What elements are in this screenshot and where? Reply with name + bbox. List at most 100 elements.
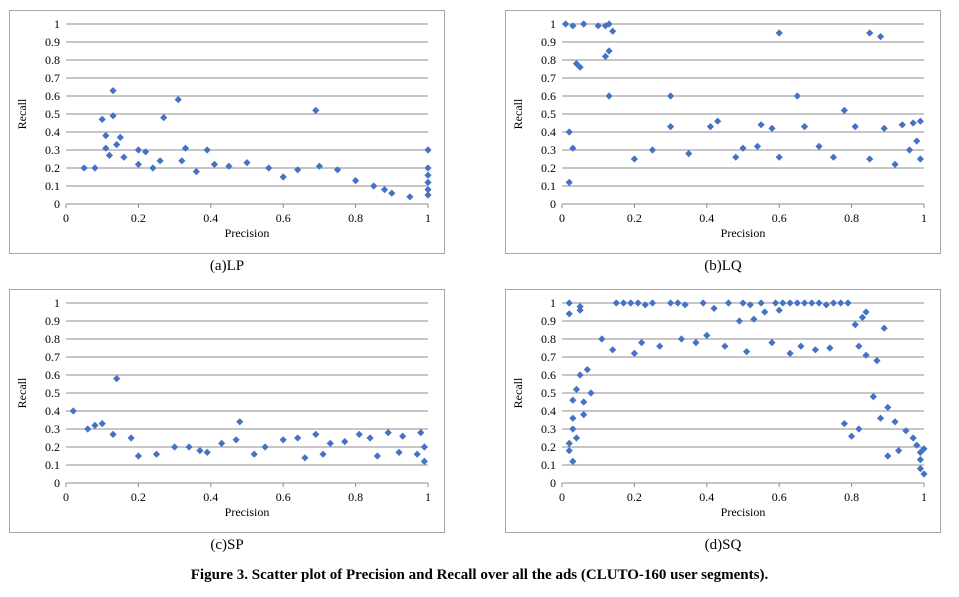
sp-y-tick-label: 0.5	[45, 386, 60, 400]
lp-data-point	[116, 133, 124, 141]
lp-data-point	[352, 177, 360, 185]
lp-x-tick-label: 0	[63, 211, 69, 225]
lq-data-point	[891, 160, 899, 168]
lp-data-point	[424, 146, 432, 154]
lp-data-point	[192, 168, 200, 176]
sp-data-point	[373, 452, 381, 460]
sq-x-tick-label: 0.8	[844, 490, 859, 504]
lq-data-point	[667, 92, 675, 100]
lp-data-point	[388, 189, 396, 197]
lp-y-tick-label: 0.4	[45, 125, 60, 139]
lp-data-point	[294, 166, 302, 174]
lp-data-point	[113, 141, 121, 149]
sq-y-tick-label: 0.3	[541, 422, 556, 436]
lp-x-tick-label: 0.2	[131, 211, 146, 225]
sq-data-point	[580, 398, 588, 406]
sq-data-point	[800, 299, 809, 307]
sq-y-tick-label: 1	[550, 296, 556, 310]
sp-y-tick-label: 0.2	[45, 440, 60, 454]
lq-data-point	[594, 22, 602, 30]
sp-y-tick-label: 0.9	[45, 314, 60, 328]
chart-caption-lq: (b)LQ	[704, 258, 742, 274]
lp-data-point	[243, 159, 251, 167]
sp-data-point	[417, 429, 425, 437]
lq-data-point	[851, 123, 859, 131]
sp-data-point	[312, 430, 320, 438]
sq-data-point	[786, 349, 794, 357]
lq-y-tick-label: 0.7	[541, 71, 556, 85]
lq-data-point	[800, 123, 809, 131]
sq-data-point	[674, 299, 682, 307]
sp-data-point	[399, 432, 407, 440]
lq-data-point	[876, 33, 885, 41]
sp-data-point	[171, 443, 179, 451]
lq-data-point	[569, 144, 577, 152]
lp-y-tick-label: 0.2	[45, 161, 60, 175]
sq-data-point	[844, 299, 852, 307]
lq-data-point	[605, 47, 613, 55]
sp-data-point	[261, 443, 269, 451]
lp-data-point	[424, 186, 432, 194]
sq-data-point	[746, 301, 754, 309]
lp-data-point	[149, 164, 157, 172]
sq-data-point	[775, 306, 783, 314]
sp-data-point	[250, 450, 258, 458]
lq-data-point	[913, 137, 921, 145]
chart-panel-lp: 0 0.1 0.2 0.3 0.4 0.5 0.6 0.7 0.8 0.9 1 0 0.2 0.4 0.6 0…	[9, 10, 445, 254]
lq-y-tick-label: 0.2	[541, 161, 556, 175]
sq-data-point	[692, 339, 700, 347]
lp-data-point	[181, 144, 190, 152]
sq-data-point	[569, 414, 577, 422]
lp-data-point	[380, 186, 389, 194]
lp-data-point	[156, 157, 164, 165]
sp-data-point	[355, 430, 363, 438]
lq-data-point	[916, 155, 924, 163]
lp-data-point	[142, 148, 150, 156]
lp-data-point	[174, 96, 182, 104]
sq-data-point	[855, 425, 863, 433]
sq-data-point	[891, 418, 899, 426]
scatter-plot-lp: 0 0.1 0.2 0.3 0.4 0.5 0.6 0.7 0.8 0.9 1 0 0.2 0.4 0.6 0…	[15, 17, 432, 240]
sq-data-point	[565, 310, 573, 318]
sp-data-point	[366, 434, 374, 442]
lp-data-point	[120, 153, 128, 161]
sq-data-point	[565, 447, 573, 455]
sq-y-tick-label: 0.1	[541, 458, 556, 472]
sq-data-point	[920, 470, 928, 478]
sq-y-tick-label: 0.4	[541, 404, 556, 418]
sp-data-point	[236, 418, 244, 426]
sq-data-point	[572, 385, 581, 393]
sp-y-tick-label: 0.1	[45, 458, 60, 472]
sq-data-point	[768, 339, 776, 347]
sq-y-tick-label: 0.8	[541, 332, 556, 346]
lq-data-point	[905, 146, 914, 154]
lp-y-tick-label: 0.1	[45, 179, 60, 193]
sq-x-tick-label: 1	[921, 490, 927, 504]
sp-data-point	[69, 407, 77, 415]
sq-data-point	[699, 299, 707, 307]
sq-data-point	[793, 299, 801, 307]
sq-data-point	[627, 299, 635, 307]
lq-data-point	[580, 20, 588, 28]
lp-data-point	[91, 164, 99, 172]
lq-data-point	[840, 106, 848, 114]
sq-y-tick-label: 0	[550, 476, 556, 490]
sq-x-tick-label: 0	[559, 490, 565, 504]
sq-data-point	[724, 299, 733, 307]
sq-data-point	[609, 346, 617, 354]
lq-y-tick-label: 0.3	[541, 143, 556, 157]
sq-x-tick-label: 0.4	[699, 490, 714, 504]
sp-data-point	[203, 448, 211, 456]
lp-data-point	[210, 160, 219, 168]
lp-y-tick-label: 0.5	[45, 107, 60, 121]
sq-data-point	[677, 335, 686, 343]
lq-data-point	[732, 153, 740, 161]
lp-data-point	[109, 112, 117, 120]
sp-x-axis-label: Precision	[225, 505, 270, 519]
lq-data-point	[909, 119, 917, 127]
lp-data-point	[109, 87, 117, 95]
sq-x-tick-label: 0.2	[627, 490, 642, 504]
sq-data-point	[873, 357, 881, 365]
lp-data-point	[424, 191, 432, 199]
sp-data-point	[420, 457, 428, 465]
